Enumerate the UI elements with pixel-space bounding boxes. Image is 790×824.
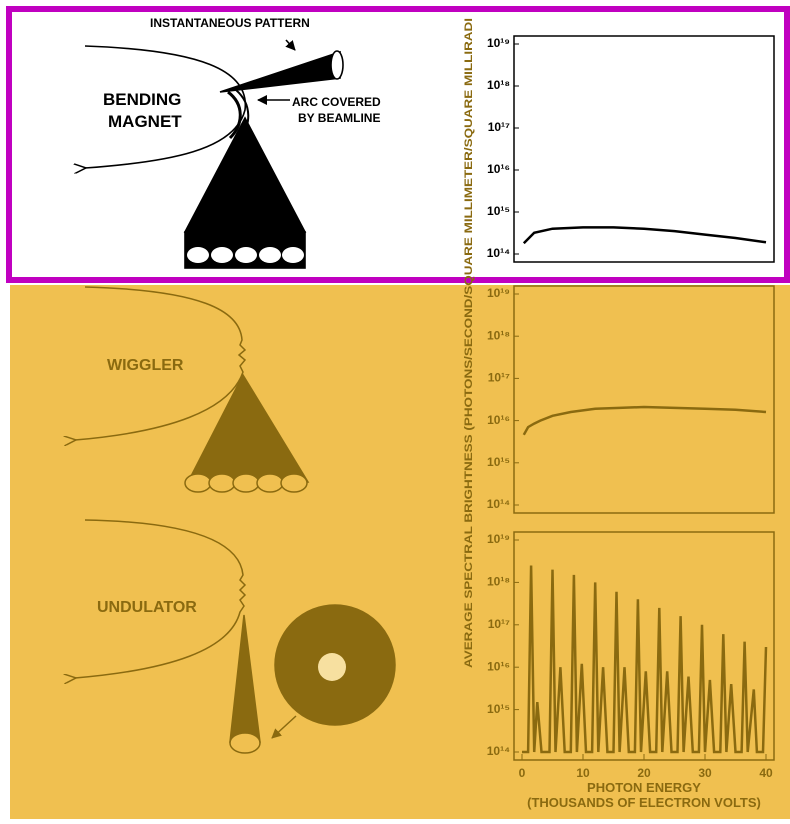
label-magnet: MAGNET	[108, 112, 182, 131]
label-wiggler: WIGGLER	[107, 357, 184, 374]
label-instantaneous: INSTANTANEOUS PATTERN	[150, 16, 310, 30]
yellow-panel	[10, 285, 790, 819]
spectrum-line	[522, 226, 767, 245]
label-undulator: UNDULATOR	[97, 599, 197, 616]
x-axis-label: PHOTON ENERGY	[587, 780, 701, 795]
y-tick-label: 10¹⁵	[487, 702, 510, 716]
y-tick-label: 10¹⁶	[487, 659, 510, 673]
y-tick-label: 10¹⁷	[488, 120, 510, 134]
label-bending: BENDING	[103, 90, 181, 109]
y-tick-label: 10¹⁴	[487, 246, 510, 260]
spectrum-line	[522, 405, 767, 436]
y-tick-label: 10¹⁵	[487, 455, 510, 469]
y-tick-label: 10¹⁸	[487, 78, 510, 92]
plot-frame	[513, 285, 775, 514]
x-tick-label: 40	[759, 766, 773, 780]
y-tick-label: 10¹⁹	[487, 532, 510, 546]
y-tick-label: 10¹⁸	[487, 328, 510, 342]
spectrum-line	[522, 565, 768, 754]
x-axis-label: (THOUSANDS OF ELECTRON VOLTS)	[527, 795, 761, 810]
y-tick-label: 10¹⁷	[488, 617, 510, 631]
undulator-diagram	[75, 519, 396, 754]
y-tick-label: 10¹⁷	[488, 371, 510, 385]
y-tick-label: 10¹⁹	[487, 286, 510, 300]
y-axis-label: AVERAGE SPECTRAL BRIGHTNESS (PHOTONS/SEC…	[463, 18, 475, 668]
plot-frame	[513, 35, 775, 263]
y-tick-label: 10¹⁸	[487, 575, 510, 589]
y-tick-label: 10¹⁴	[487, 497, 510, 511]
bending-diagram	[85, 39, 344, 269]
x-tick-label: 30	[698, 766, 712, 780]
label-arc: ARC COVERED	[292, 95, 381, 109]
y-tick-label: 10¹⁵	[487, 204, 510, 218]
y-tick-label: 10¹⁹	[487, 36, 510, 50]
highlight-box	[6, 6, 790, 283]
x-tick-label: 20	[637, 766, 651, 780]
x-tick-label: 0	[519, 766, 526, 780]
x-tick-label: 10	[576, 766, 590, 780]
y-tick-label: 10¹⁶	[487, 162, 510, 176]
label-beamline: BY BEAMLINE	[298, 111, 380, 125]
y-tick-label: 10¹⁶	[487, 413, 510, 427]
wiggler-diagram	[75, 286, 310, 493]
y-tick-label: 10¹⁴	[487, 744, 510, 758]
